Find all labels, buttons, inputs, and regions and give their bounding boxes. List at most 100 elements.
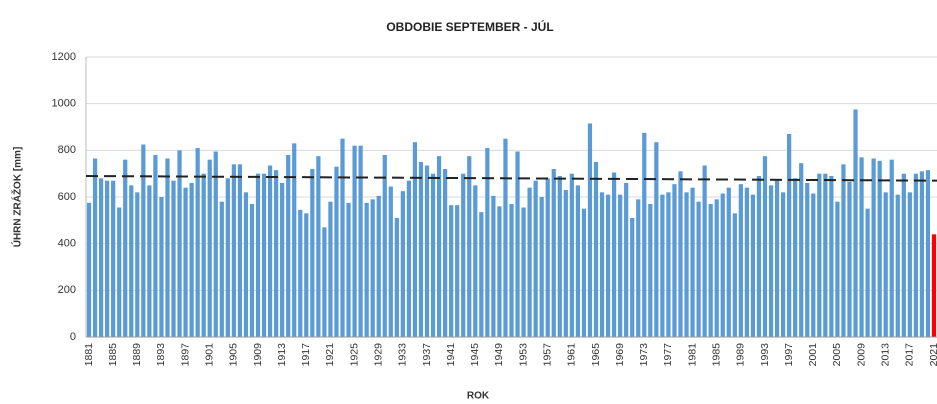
bar — [515, 151, 520, 337]
bar — [605, 194, 611, 337]
bar — [545, 178, 550, 337]
bar — [201, 173, 206, 337]
bar — [919, 171, 925, 337]
y-tick-label: 200 — [58, 284, 76, 296]
x-tick-label: 1965 — [590, 343, 602, 367]
bar — [442, 169, 448, 337]
bar — [877, 160, 882, 337]
bar — [793, 178, 798, 337]
bar — [811, 193, 816, 337]
bar — [207, 159, 212, 337]
bar — [557, 176, 562, 337]
bar — [829, 176, 834, 337]
bar — [243, 192, 249, 337]
bar — [436, 156, 442, 337]
y-tick-label: 600 — [58, 191, 76, 203]
bar — [249, 204, 255, 337]
bar — [750, 194, 756, 337]
bar — [756, 176, 762, 337]
bar — [274, 170, 279, 337]
x-tick-label: 2017 — [904, 343, 916, 367]
bar — [642, 132, 647, 337]
bar — [280, 183, 285, 337]
bar — [177, 150, 182, 337]
bar — [334, 166, 339, 337]
bar — [521, 207, 526, 337]
x-tick-label: 1961 — [566, 343, 578, 367]
bar — [509, 204, 514, 337]
x-tick-label: 1933 — [397, 343, 409, 367]
bar — [714, 199, 719, 337]
bar — [213, 151, 218, 337]
bar — [732, 213, 737, 337]
bar — [907, 192, 912, 337]
bar — [352, 145, 357, 337]
bar — [231, 164, 236, 337]
bar — [648, 204, 653, 337]
bar — [925, 170, 931, 337]
bar — [889, 159, 894, 337]
x-tick-label: 1993 — [759, 343, 771, 367]
x-tick-label: 1905 — [228, 343, 240, 367]
bar — [171, 180, 176, 337]
bar — [575, 185, 581, 337]
bar — [346, 202, 351, 337]
bar — [322, 227, 327, 337]
bar — [255, 173, 261, 337]
bar — [298, 209, 303, 337]
x-tick-label: 1997 — [783, 343, 795, 367]
bar — [455, 205, 460, 337]
bar — [871, 158, 876, 337]
bar — [726, 187, 731, 337]
bar — [153, 155, 158, 337]
y-tick-label: 1200 — [52, 51, 76, 63]
bar — [388, 186, 393, 337]
bar — [690, 187, 695, 337]
bar — [304, 213, 309, 337]
bar — [768, 185, 774, 337]
bar — [527, 187, 532, 337]
x-tick-label: 1925 — [348, 343, 360, 367]
bar — [485, 148, 490, 337]
bar — [364, 202, 369, 337]
bar — [461, 173, 466, 337]
bar — [382, 155, 387, 337]
x-tick-label: 2021 — [928, 343, 937, 367]
bar — [817, 173, 822, 337]
bar — [286, 155, 291, 337]
x-tick-label: 1969 — [614, 343, 626, 367]
bar — [581, 208, 587, 337]
bar — [225, 178, 230, 337]
bar — [895, 194, 900, 337]
y-tick-label: 0 — [70, 331, 76, 343]
x-tick-label: 1981 — [686, 343, 698, 367]
bar — [533, 180, 538, 337]
x-tick-label: 2009 — [855, 343, 867, 367]
bar — [261, 173, 267, 337]
bar — [599, 192, 605, 337]
x-tick-label: 1989 — [735, 343, 747, 367]
bar — [678, 171, 683, 337]
chart-title: OBDOBIE SEPTEMBER - JÚL — [386, 19, 553, 34]
bar — [183, 187, 188, 337]
bar — [865, 208, 870, 337]
x-tick-label: 1929 — [373, 343, 385, 367]
bar — [449, 205, 454, 337]
x-tick-label: 1937 — [421, 343, 433, 367]
bar — [539, 197, 544, 337]
bar — [503, 138, 508, 337]
x-tick-label: 1945 — [469, 343, 481, 367]
bar — [853, 109, 858, 337]
x-tick-label: 1977 — [662, 343, 674, 367]
bar — [551, 169, 556, 337]
bar — [412, 142, 418, 337]
bar — [787, 134, 792, 337]
y-tick-label: 400 — [58, 238, 76, 250]
x-tick-label: 1885 — [107, 343, 119, 367]
bar — [147, 185, 152, 337]
bar — [376, 195, 381, 337]
bar — [292, 143, 297, 337]
bar — [672, 184, 677, 337]
bar — [841, 164, 846, 337]
bar — [624, 183, 629, 337]
